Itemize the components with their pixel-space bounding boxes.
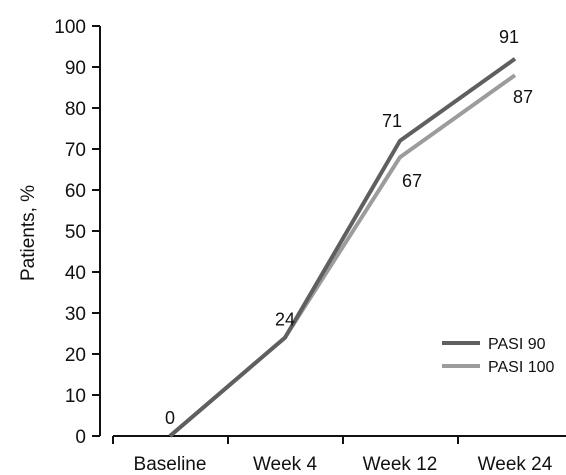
y-tick-label: 90 xyxy=(65,58,86,79)
data-label: 0 xyxy=(165,408,175,428)
x-tick-label: Week 24 xyxy=(478,454,553,475)
x-tick-label: Week 4 xyxy=(253,454,318,475)
x-axis: Baseline Week 4 Week 12 Week 24 xyxy=(112,435,566,475)
y-axis-title: Patients, % xyxy=(18,185,39,281)
data-label: 67 xyxy=(402,171,422,191)
legend: PASI 90 PASI 100 xyxy=(442,336,555,376)
y-tick-label: 100 xyxy=(54,17,86,38)
y-tick-label: 50 xyxy=(65,222,86,243)
x-tick-label: Baseline xyxy=(134,454,207,475)
data-labels: 0 24 71 91 67 87 xyxy=(165,27,533,428)
y-tick-label: 30 xyxy=(65,304,86,325)
data-label: 71 xyxy=(382,111,402,131)
y-tick-label: 80 xyxy=(65,99,86,120)
legend-label: PASI 90 xyxy=(488,336,546,353)
series-lines xyxy=(168,57,517,438)
x-tick-label: Week 12 xyxy=(363,454,438,475)
y-tick-label: 60 xyxy=(65,181,86,202)
y-tick-label: 70 xyxy=(65,140,86,161)
data-label: 87 xyxy=(513,87,533,107)
y-tick-label: 40 xyxy=(65,263,86,284)
series-line-pasi-90 xyxy=(168,57,517,438)
series-line-pasi-100 xyxy=(168,73,517,438)
data-label: 91 xyxy=(499,27,519,47)
y-tick-label: 10 xyxy=(65,386,86,407)
y-tick-label: 0 xyxy=(75,427,86,448)
legend-label: PASI 100 xyxy=(488,359,555,376)
y-tick-label: 20 xyxy=(65,345,86,366)
data-label: 24 xyxy=(275,310,295,330)
y-axis: 0 10 20 30 40 50 60 70 80 90 100 xyxy=(54,17,101,448)
